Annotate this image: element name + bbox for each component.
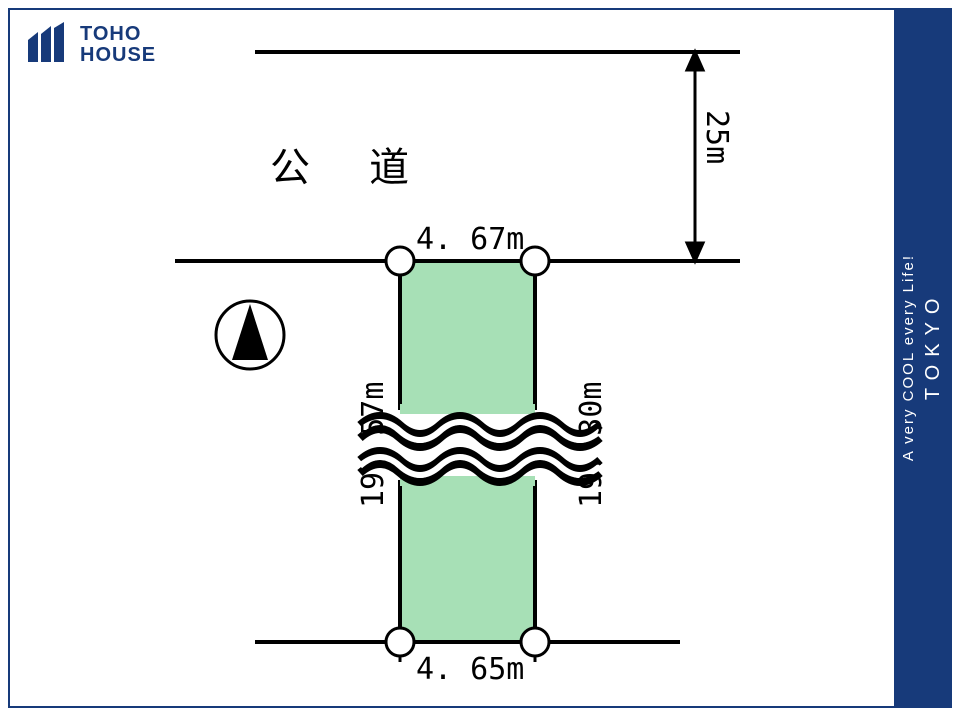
sidebar-city: TOKYO [919, 291, 947, 401]
bottom-width-label: 4. 65m [416, 652, 524, 687]
compass-icon [216, 301, 284, 369]
plot-diagram: 公 道 25m 4. 67m 4. 65m 19. 57m 19. 30m [120, 30, 840, 690]
sidebar-text: A very COOL every Life! TOKYO [898, 254, 947, 461]
break-waves [358, 402, 600, 488]
top-width-label: 4. 67m [416, 222, 524, 257]
sidebar-tagline: A very COOL every Life! [898, 254, 919, 461]
left-depth-label: 19. 57m [356, 382, 391, 508]
brand-sidebar: A very COOL every Life! TOKYO [894, 10, 950, 706]
page-frame: A very COOL every Life! TOKYO TOHO HOUSE [0, 0, 960, 720]
road-width-label: 25m [699, 110, 734, 164]
brand-logo-icon [26, 22, 70, 67]
right-depth-label: 19. 30m [574, 382, 609, 508]
road-label: 公 道 [270, 135, 433, 193]
